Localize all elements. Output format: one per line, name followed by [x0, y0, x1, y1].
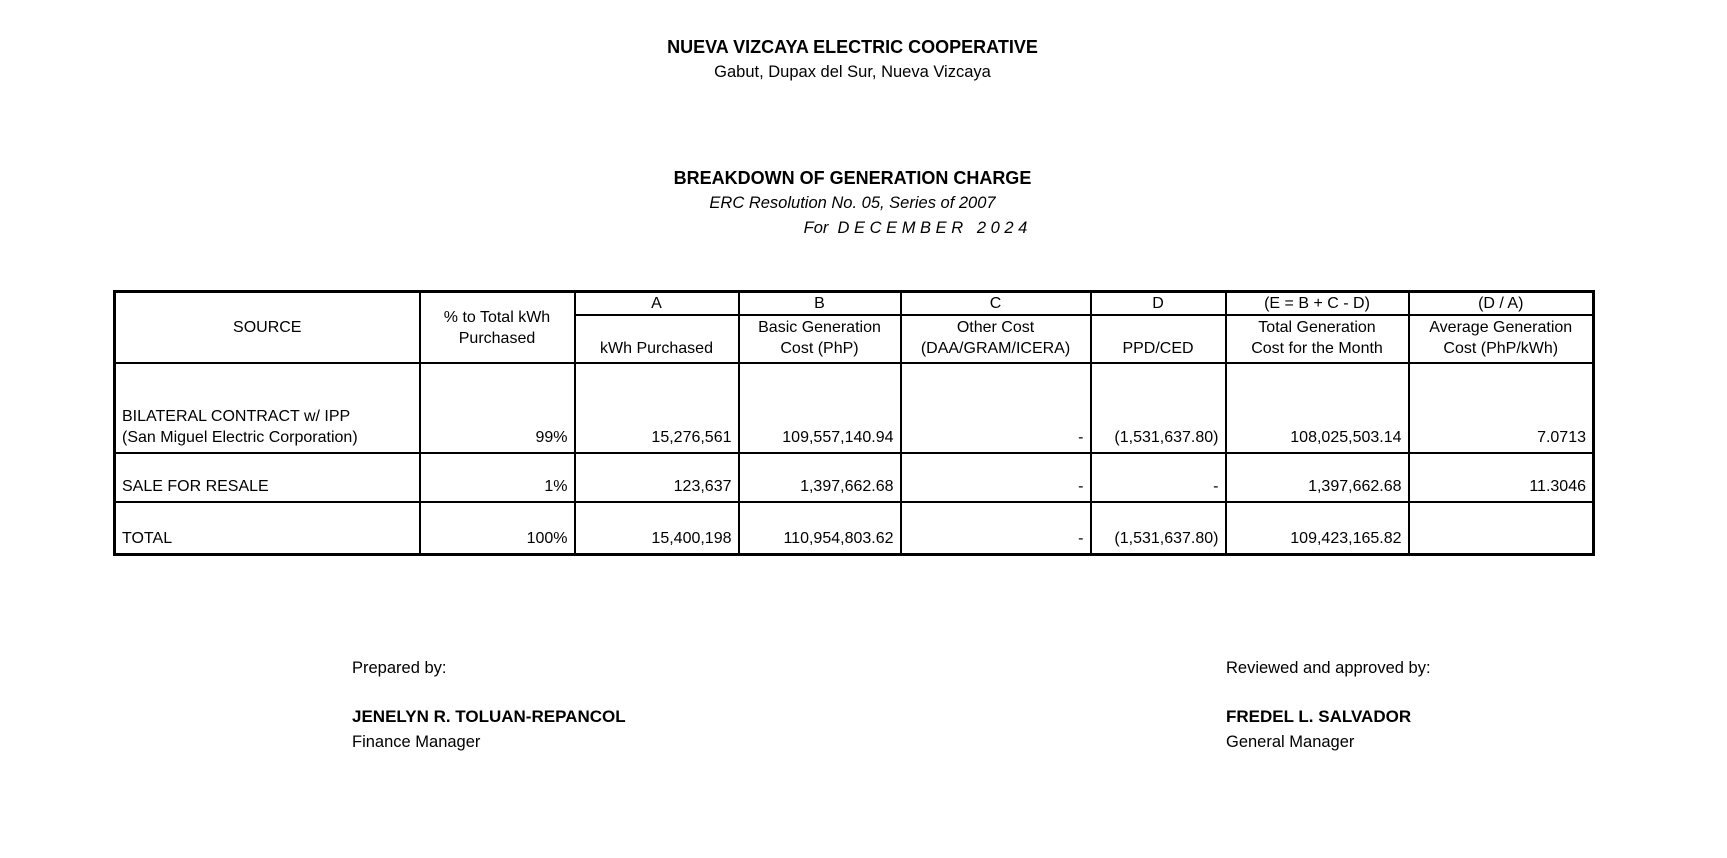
prepared-by-title: Finance Manager [352, 733, 481, 751]
column-letter-d-over-a: (D / A) [1407, 290, 1595, 316]
total-generation-cost-cell: 108,025,503.14 [1224, 362, 1410, 454]
header-basic-line2: Cost (PhP) [780, 340, 859, 357]
average-generation-cost-cell: 11.3046 [1407, 452, 1595, 503]
ppd-ced-cell: (1,531,637.80) [1089, 362, 1227, 454]
average-generation-cost-cell [1407, 501, 1595, 555]
average-generation-cost-cell: 7.0713 [1407, 362, 1595, 454]
source-cell-bilateral: BILATERAL CONTRACT w/ IPP (San Miguel El… [113, 362, 421, 454]
table-titles-row: kWh Purchased Basic Generation Cost (PhP… [115, 314, 1595, 364]
prepared-by-block: Prepared by: JENELYN R. TOLUAN-REPANCOL … [352, 658, 772, 754]
other-cost-cell: - [899, 362, 1092, 454]
pct-cell: 1% [418, 452, 576, 503]
column-letter-c: C [899, 290, 1092, 316]
report-subtitle: ERC Resolution No. 05, Series of 2007 [709, 194, 996, 212]
column-letter-d: D [1089, 290, 1227, 316]
source-bilateral-line1: BILATERAL CONTRACT w/ IPP [122, 408, 351, 425]
pct-cell: 100% [418, 501, 576, 555]
organization-address: Gabut, Dupax del Sur, Nueva Vizcaya [714, 63, 991, 81]
report-title: BREAKDOWN OF GENERATION CHARGE [673, 168, 1032, 188]
header-ppd-ced: PPD/CED [1089, 314, 1227, 364]
basic-generation-cost-cell: 1,397,662.68 [737, 452, 902, 503]
total-generation-cost-cell: 1,397,662.68 [1224, 452, 1410, 503]
approved-by-label: Reviewed and approved by: [1226, 659, 1431, 677]
column-letter-a: A [573, 290, 740, 316]
header-pct-line1: % to Total kWh [443, 308, 551, 326]
header-other-cost: Other Cost (DAA/GRAM/ICERA) [899, 314, 1092, 364]
other-cost-cell: - [899, 452, 1092, 503]
approved-by-block: Reviewed and approved by: FREDEL L. SALV… [1226, 658, 1646, 754]
approved-by-name: FREDEL L. SALVADOR [1226, 707, 1412, 726]
header-basic-line1: Basic Generation [758, 319, 881, 336]
table-letter-row: SOURCE % to Total kWh Purchased A B C D … [113, 290, 1595, 364]
header-total-line2: Cost for the Month [1251, 340, 1383, 357]
header-average-generation-cost: Average Generation Cost (PhP/kWh) [1407, 314, 1595, 364]
ppd-ced-cell: - [1089, 452, 1227, 503]
prepared-by-label: Prepared by: [352, 659, 447, 677]
header-other-line2: (DAA/GRAM/ICERA) [920, 340, 1071, 357]
basic-generation-cost-cell: 110,954,803.62 [737, 501, 902, 555]
header-basic-generation-cost: Basic Generation Cost (PhP) [737, 314, 902, 364]
generation-charge-table: SOURCE % to Total kWh Purchased A B C D … [113, 290, 1595, 556]
column-letter-e-formula: (E = B + C - D) [1224, 290, 1410, 316]
header-source: SOURCE [113, 290, 421, 364]
header-kwh-purchased: kWh Purchased [573, 314, 740, 364]
header-average-line2: Cost (PhP/kWh) [1443, 340, 1559, 357]
kwh-purchased-cell: 123,637 [573, 452, 740, 503]
table-row-sale-for-resale: SALE FOR RESALE 1% 123,637 1,397,662.68 … [113, 452, 1595, 503]
header-pct-line2: Purchased [458, 329, 536, 347]
approved-by-title: General Manager [1226, 733, 1355, 751]
header-other-line1: Other Cost [956, 319, 1035, 336]
kwh-purchased-cell: 15,400,198 [573, 501, 740, 555]
basic-generation-cost-cell: 109,557,140.94 [737, 362, 902, 454]
other-cost-cell: - [899, 501, 1092, 555]
header-average-line1: Average Generation [1429, 319, 1573, 336]
table-row-bilateral-contract: BILATERAL CONTRACT w/ IPP (San Miguel El… [113, 362, 1595, 454]
kwh-purchased-cell: 15,276,561 [573, 362, 740, 454]
column-letter-b: B [737, 290, 902, 316]
prepared-by-name: JENELYN R. TOLUAN-REPANCOL [352, 707, 626, 726]
pct-cell: 99% [418, 362, 576, 454]
ppd-ced-cell: (1,531,637.80) [1089, 501, 1227, 555]
total-generation-cost-cell: 109,423,165.82 [1224, 501, 1410, 555]
report-title-block: BREAKDOWN OF GENERATION CHARGE ERC Resol… [113, 165, 1592, 241]
organization-name: NUEVA VIZCAYA ELECTRIC COOPERATIVE [667, 37, 1038, 57]
header-pct-to-total: % to Total kWh Purchased [418, 290, 576, 364]
organization-header: NUEVA VIZCAYA ELECTRIC COOPERATIVE Gabut… [113, 34, 1592, 85]
header-total-generation-cost: Total Generation Cost for the Month [1224, 314, 1410, 364]
source-bilateral-line2: (San Miguel Electric Corporation) [122, 429, 358, 446]
source-cell-resale: SALE FOR RESALE [113, 452, 421, 503]
total-label-cell: TOTAL [113, 501, 421, 555]
table-row-total: TOTAL 100% 15,400,198 110,954,803.62 - (… [113, 501, 1595, 555]
header-total-line1: Total Generation [1258, 319, 1376, 336]
report-period: For D E C E M B E R 2 0 2 4 [803, 219, 1028, 237]
